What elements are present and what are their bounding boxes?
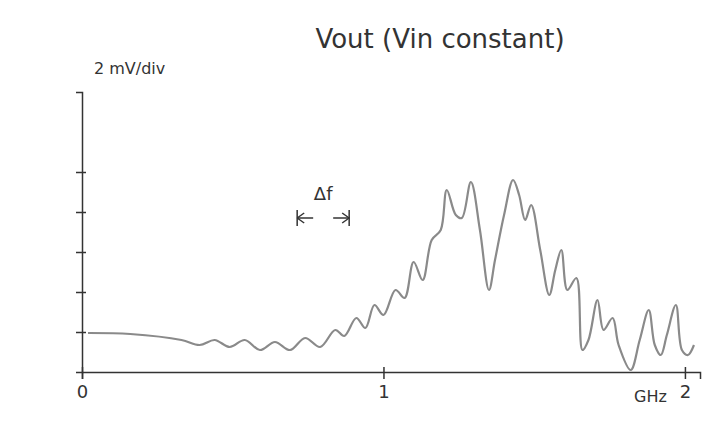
x-tick-label: 2 [680, 381, 691, 402]
y-axis-title: 2 mV/div [94, 59, 165, 78]
y-tick-mark [76, 212, 86, 214]
span-arrow [297, 213, 304, 218]
x-axis-title: GHz [634, 387, 667, 406]
span-arrow [297, 217, 313, 219]
annotation-text: Δf [314, 183, 333, 204]
y-tick [76, 292, 86, 293]
span-arrow [342, 218, 349, 223]
y-tick [76, 332, 86, 333]
chart: Vout (Vin constant) 2 mV/div 0 1 2 GHz Δf [0, 0, 720, 440]
y-axis [76, 93, 86, 373]
annotation: Δf [297, 183, 349, 226]
y-tick [76, 172, 86, 173]
x-tick: 1 [378, 367, 389, 402]
span-arrow [297, 218, 304, 223]
y-tick [76, 212, 86, 213]
x-axis-line [83, 373, 701, 380]
y-tick [76, 252, 86, 253]
x-axis: 0 1 2 [77, 367, 701, 402]
span-arrow [342, 213, 349, 218]
x-tick-label: 1 [378, 381, 389, 402]
y-axis-line [76, 93, 83, 373]
y-tick-mark [76, 332, 86, 334]
x-tick-label: 0 [77, 381, 88, 402]
x-tick-mark [383, 367, 385, 379]
y-tick-mark [76, 292, 86, 294]
y-tick-mark [76, 172, 86, 174]
x-tick: 2 [680, 367, 691, 402]
span-arrow [333, 217, 349, 219]
y-tick-mark [76, 252, 86, 254]
x-tick-mark [685, 367, 687, 379]
vout-line [88, 180, 694, 370]
plot-area [88, 180, 694, 370]
title: Vout (Vin constant) [315, 24, 564, 54]
